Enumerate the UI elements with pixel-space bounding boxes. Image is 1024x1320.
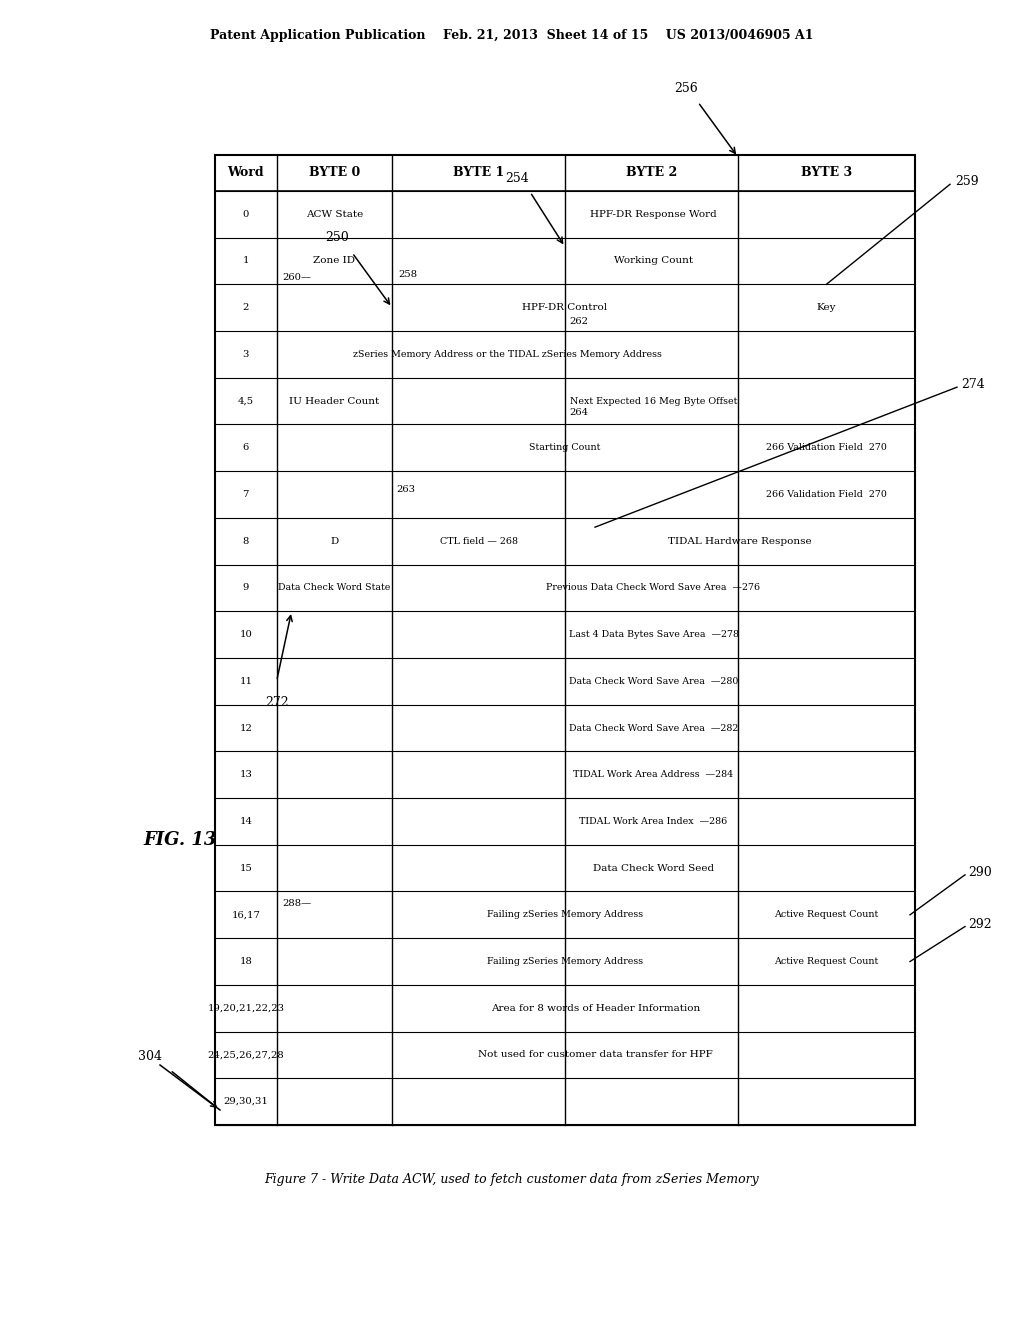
Text: 258: 258 xyxy=(398,271,417,280)
Text: Figure 7 - Write Data ACW, used to fetch customer data from zSeries Memory: Figure 7 - Write Data ACW, used to fetch… xyxy=(264,1173,760,1187)
Text: 13: 13 xyxy=(240,770,252,779)
Text: 24,25,26,27,28: 24,25,26,27,28 xyxy=(208,1051,285,1060)
Text: 288—: 288— xyxy=(283,899,311,908)
Text: Active Request Count: Active Request Count xyxy=(774,911,879,919)
Text: 259: 259 xyxy=(955,174,979,187)
Text: 272: 272 xyxy=(265,696,289,709)
Text: 292: 292 xyxy=(968,917,991,931)
Text: Data Check Word Seed: Data Check Word Seed xyxy=(593,863,714,873)
Text: BYTE 0: BYTE 0 xyxy=(308,166,360,180)
Text: 274: 274 xyxy=(961,378,985,391)
Text: Failing zSeries Memory Address: Failing zSeries Memory Address xyxy=(487,957,643,966)
Text: Active Request Count: Active Request Count xyxy=(774,957,879,966)
Text: Previous Data Check Word Save Area  —276: Previous Data Check Word Save Area —276 xyxy=(547,583,761,593)
Text: Working Count: Working Count xyxy=(614,256,693,265)
Text: BYTE 2: BYTE 2 xyxy=(626,166,677,180)
Text: Data Check Word Save Area  —282: Data Check Word Save Area —282 xyxy=(569,723,738,733)
Text: 266 Validation Field  270: 266 Validation Field 270 xyxy=(766,444,887,453)
Text: BYTE 3: BYTE 3 xyxy=(801,166,852,180)
Text: TIDAL Hardware Response: TIDAL Hardware Response xyxy=(669,537,812,545)
Text: BYTE 1: BYTE 1 xyxy=(453,166,504,180)
Text: 9: 9 xyxy=(243,583,249,593)
Text: 260—: 260— xyxy=(283,273,311,281)
Text: 2: 2 xyxy=(243,304,249,312)
Text: 264: 264 xyxy=(569,408,588,417)
Text: Data Check Word Save Area  —280: Data Check Word Save Area —280 xyxy=(569,677,738,686)
Text: HPF-DR Response Word: HPF-DR Response Word xyxy=(590,210,717,219)
Text: 12: 12 xyxy=(240,723,252,733)
Text: FIG. 13: FIG. 13 xyxy=(143,832,216,849)
Text: 15: 15 xyxy=(240,863,252,873)
Text: 266 Validation Field  270: 266 Validation Field 270 xyxy=(766,490,887,499)
Text: 304: 304 xyxy=(138,1051,162,1064)
Text: 16,17: 16,17 xyxy=(231,911,260,919)
Text: CTL field — 268: CTL field — 268 xyxy=(439,537,517,545)
Text: Zone ID: Zone ID xyxy=(313,256,355,265)
Text: HPF-DR Control: HPF-DR Control xyxy=(522,304,607,312)
Text: D: D xyxy=(330,537,339,545)
Text: 7: 7 xyxy=(243,490,249,499)
Text: 19,20,21,22,23: 19,20,21,22,23 xyxy=(207,1003,285,1012)
Text: 11: 11 xyxy=(240,677,252,686)
Text: Failing zSeries Memory Address: Failing zSeries Memory Address xyxy=(487,911,643,919)
Text: TIDAL Work Area Address  —284: TIDAL Work Area Address —284 xyxy=(573,770,733,779)
Text: 29,30,31: 29,30,31 xyxy=(223,1097,268,1106)
Text: Next Expected 16 Meg Byte Offset: Next Expected 16 Meg Byte Offset xyxy=(570,396,737,405)
Text: zSeries Memory Address or the TIDAL zSeries Memory Address: zSeries Memory Address or the TIDAL zSer… xyxy=(353,350,662,359)
Text: IU Header Count: IU Header Count xyxy=(289,396,380,405)
Text: 6: 6 xyxy=(243,444,249,453)
Text: Not used for customer data transfer for HPF: Not used for customer data transfer for … xyxy=(478,1051,713,1060)
Text: 1: 1 xyxy=(243,256,249,265)
Text: 8: 8 xyxy=(243,537,249,545)
Text: Data Check Word State: Data Check Word State xyxy=(279,583,390,593)
Text: 263: 263 xyxy=(396,486,415,494)
Text: 4,5: 4,5 xyxy=(238,396,254,405)
Text: Area for 8 words of Header Information: Area for 8 words of Header Information xyxy=(492,1003,700,1012)
Text: 3: 3 xyxy=(243,350,249,359)
Text: 262: 262 xyxy=(569,317,588,326)
Text: 10: 10 xyxy=(240,630,252,639)
Text: 290: 290 xyxy=(968,866,992,879)
Text: 18: 18 xyxy=(240,957,252,966)
Text: 256: 256 xyxy=(674,82,697,95)
Bar xyxy=(215,154,915,1125)
Text: 14: 14 xyxy=(240,817,252,826)
Text: TIDAL Work Area Index  —286: TIDAL Work Area Index —286 xyxy=(580,817,728,826)
Text: Patent Application Publication    Feb. 21, 2013  Sheet 14 of 15    US 2013/00469: Patent Application Publication Feb. 21, … xyxy=(210,29,814,41)
Text: 0: 0 xyxy=(243,210,249,219)
Text: Last 4 Data Bytes Save Area  —278: Last 4 Data Bytes Save Area —278 xyxy=(568,630,738,639)
Text: Key: Key xyxy=(817,304,837,312)
Text: 250: 250 xyxy=(326,231,349,244)
Text: 254: 254 xyxy=(505,173,528,185)
Text: Starting Count: Starting Count xyxy=(529,444,601,453)
Text: Word: Word xyxy=(227,166,264,180)
Text: ACW State: ACW State xyxy=(306,210,362,219)
